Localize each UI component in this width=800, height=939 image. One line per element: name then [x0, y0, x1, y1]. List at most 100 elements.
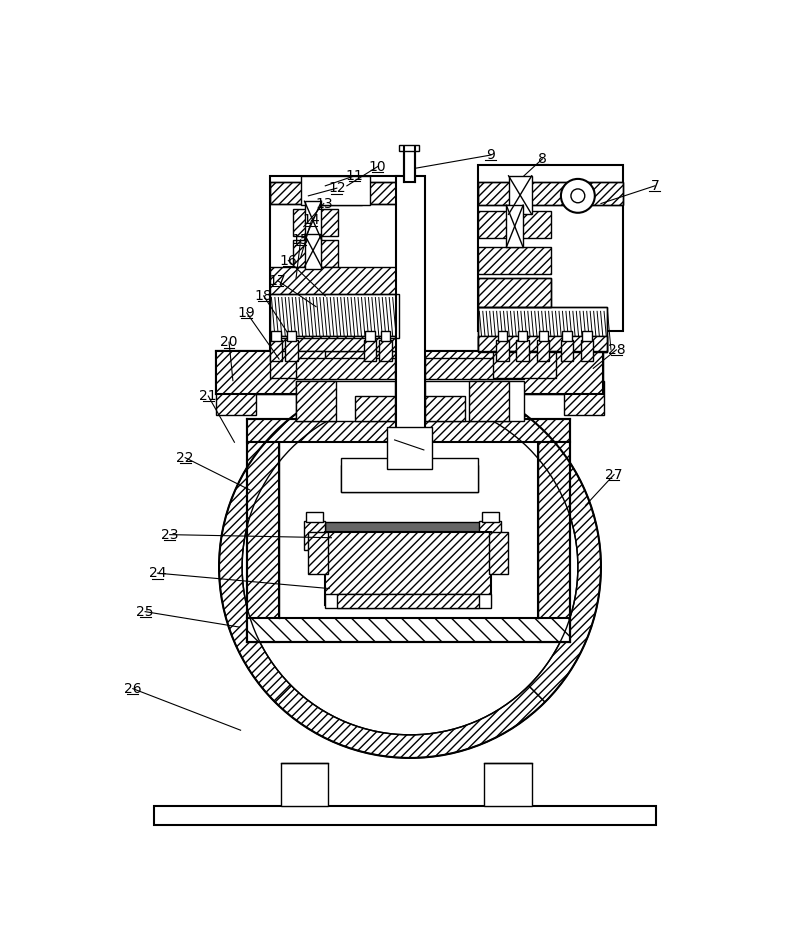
- Wedge shape: [506, 410, 601, 702]
- Bar: [426, 380, 524, 421]
- Text: 26: 26: [124, 682, 142, 696]
- Bar: [581, 340, 594, 362]
- Bar: [478, 182, 622, 205]
- Bar: [482, 512, 498, 522]
- Text: 24: 24: [149, 566, 166, 580]
- Bar: [341, 466, 478, 492]
- Text: 18: 18: [255, 289, 273, 303]
- Bar: [326, 531, 491, 605]
- Bar: [489, 531, 508, 574]
- Bar: [366, 331, 374, 342]
- Bar: [409, 351, 602, 393]
- Bar: [426, 358, 524, 379]
- Bar: [564, 380, 604, 415]
- Bar: [305, 235, 322, 269]
- Text: 7: 7: [650, 178, 659, 192]
- Bar: [326, 594, 491, 608]
- Bar: [304, 521, 326, 550]
- Bar: [337, 594, 479, 608]
- Bar: [562, 331, 572, 342]
- Text: 19: 19: [238, 306, 256, 320]
- Bar: [216, 380, 256, 415]
- Bar: [381, 331, 390, 342]
- Bar: [538, 331, 548, 342]
- Bar: [293, 209, 338, 236]
- Text: 10: 10: [369, 160, 386, 174]
- Bar: [426, 396, 466, 421]
- Bar: [506, 205, 523, 248]
- Bar: [270, 182, 399, 204]
- Bar: [270, 294, 399, 338]
- Wedge shape: [275, 685, 545, 758]
- Bar: [469, 380, 509, 421]
- Text: 12: 12: [328, 181, 346, 195]
- Bar: [281, 763, 328, 806]
- Bar: [354, 396, 394, 421]
- Bar: [404, 147, 414, 182]
- Bar: [287, 331, 296, 342]
- Bar: [496, 340, 509, 362]
- Bar: [479, 521, 501, 550]
- Bar: [308, 176, 362, 205]
- Bar: [478, 211, 551, 239]
- Bar: [270, 182, 399, 204]
- Text: 28: 28: [607, 343, 625, 357]
- Bar: [478, 307, 607, 352]
- Bar: [296, 358, 394, 379]
- Text: 15: 15: [292, 233, 310, 247]
- Text: 21: 21: [199, 389, 217, 403]
- Bar: [516, 340, 529, 362]
- Bar: [478, 336, 607, 351]
- Bar: [216, 351, 410, 393]
- Bar: [216, 351, 602, 393]
- Bar: [396, 176, 426, 438]
- Bar: [305, 201, 322, 239]
- Bar: [296, 380, 394, 421]
- Text: 8: 8: [538, 152, 547, 166]
- Bar: [478, 336, 607, 351]
- Text: 9: 9: [486, 148, 495, 162]
- Bar: [246, 419, 570, 442]
- Bar: [293, 239, 338, 267]
- Bar: [518, 331, 527, 342]
- Bar: [246, 442, 279, 642]
- Bar: [582, 331, 592, 342]
- Bar: [270, 340, 282, 362]
- Bar: [484, 763, 532, 806]
- Text: 14: 14: [302, 213, 320, 227]
- Text: 23: 23: [161, 528, 178, 542]
- Bar: [399, 145, 419, 151]
- Bar: [286, 340, 298, 362]
- Text: 16: 16: [279, 254, 298, 268]
- Bar: [296, 358, 394, 389]
- Text: 20: 20: [220, 335, 238, 349]
- Bar: [524, 351, 602, 393]
- Text: 27: 27: [606, 468, 623, 482]
- Bar: [478, 182, 622, 205]
- Bar: [246, 618, 570, 642]
- Wedge shape: [219, 410, 314, 702]
- Bar: [216, 351, 294, 393]
- Bar: [341, 457, 478, 492]
- Text: 13: 13: [315, 196, 333, 210]
- Text: 17: 17: [269, 273, 286, 287]
- Bar: [379, 340, 391, 362]
- Bar: [270, 176, 399, 354]
- Bar: [498, 331, 507, 342]
- Bar: [364, 340, 376, 362]
- Bar: [270, 336, 399, 351]
- Circle shape: [571, 189, 585, 203]
- Bar: [537, 340, 550, 362]
- Text: 25: 25: [136, 605, 154, 619]
- Bar: [154, 806, 657, 825]
- Bar: [561, 340, 574, 362]
- Bar: [387, 427, 431, 470]
- Bar: [509, 176, 532, 214]
- Bar: [271, 331, 281, 342]
- Text: 22: 22: [177, 451, 194, 465]
- Bar: [306, 512, 323, 522]
- Bar: [478, 248, 551, 274]
- Bar: [270, 351, 326, 378]
- Bar: [270, 267, 399, 294]
- Bar: [426, 358, 524, 389]
